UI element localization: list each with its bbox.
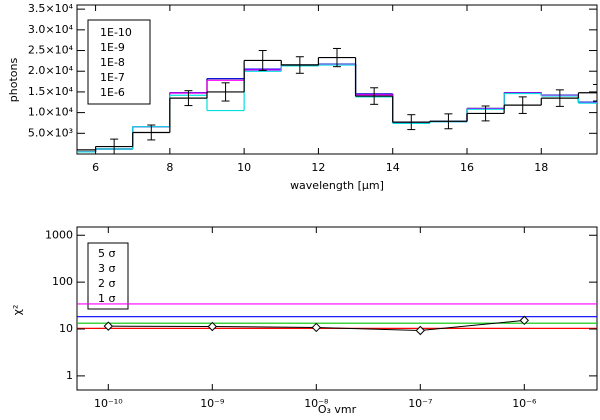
y-tick-label: 2.0×10⁴	[28, 64, 74, 77]
top-legend-box	[87, 19, 151, 105]
legend-entry: 3 σ	[98, 262, 115, 275]
y-tick-label: 5.0×10³	[28, 126, 73, 139]
bottom-legend-box	[87, 242, 129, 310]
x-tick-label: 10⁻⁶	[512, 397, 537, 410]
y-tick-label: 10	[59, 322, 73, 335]
legend-entry: 1E-6	[100, 86, 125, 99]
top-x-label: wavelength [μm]	[290, 179, 384, 192]
chi2-point	[207, 321, 218, 332]
y-tick-label: 3.0×10⁴	[28, 23, 74, 36]
bottom-y-label: χ²	[11, 305, 24, 316]
x-tick-label: 18	[534, 161, 548, 174]
top-plot-frame	[76, 4, 598, 155]
x-tick-label: 10⁻⁹	[200, 397, 224, 410]
top-y-label: photons	[7, 58, 20, 103]
y-tick-label: 1	[66, 369, 73, 382]
y-tick-label: 1.0×10⁴	[28, 106, 74, 119]
x-tick-label: 14	[386, 161, 400, 174]
x-tick-label: 6	[92, 161, 99, 174]
legend-entry: 5 σ	[98, 247, 115, 260]
y-tick-label: 3.5×10⁴	[28, 2, 74, 15]
x-tick-label: 10⁻⁸	[304, 397, 329, 410]
x-tick-label: 8	[166, 161, 173, 174]
chi2-point	[519, 315, 530, 326]
bottom-marks	[77, 303, 597, 336]
top-marks	[77, 47, 597, 154]
chi2-point	[311, 322, 322, 333]
legend-entry: 1E-8	[100, 56, 125, 69]
y-tick-label: 1000	[45, 228, 73, 241]
x-tick-label: 10⁻¹⁰	[94, 397, 123, 410]
bottom-x-label: O₃ vmr	[318, 403, 357, 416]
bottom-plot-frame	[76, 226, 598, 391]
x-tick-label: 12	[311, 161, 325, 174]
y-tick-label: 1.5×10⁴	[28, 85, 74, 98]
legend-entry: 1E-9	[100, 41, 125, 54]
x-tick-label: 16	[460, 161, 474, 174]
legend-entry: 2 σ	[98, 277, 115, 290]
legend-entry: 1 σ	[98, 292, 115, 305]
y-tick-label: 2.5×10⁴	[28, 44, 74, 57]
chi2-point	[103, 321, 114, 331]
x-tick-label: 10	[237, 161, 251, 174]
legend-entry: 1E-7	[100, 71, 125, 84]
y-tick-label: 100	[52, 275, 73, 288]
x-tick-label: 10⁻⁷	[408, 397, 432, 410]
chi2-point	[415, 325, 426, 336]
legend-entry: 1E-10	[100, 26, 132, 39]
